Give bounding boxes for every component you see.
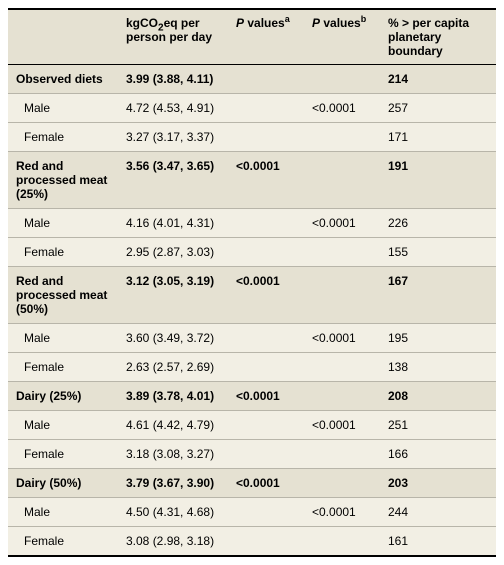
- cell-pval_a: [228, 94, 304, 123]
- cell-pval_b: [304, 152, 380, 209]
- cell-pval_b: [304, 65, 380, 94]
- table-row: Male4.72 (4.53, 4.91) <0.0001257: [8, 94, 496, 123]
- cell-pval_a: [228, 324, 304, 353]
- cell-kg: 2.63 (2.57, 2.69): [118, 353, 228, 382]
- cell-label: Male: [8, 411, 118, 440]
- cell-pct: 257: [380, 94, 496, 123]
- group-row: Red and processed meat (25%)3.56 (3.47, …: [8, 152, 496, 209]
- cell-pct: 203: [380, 469, 496, 498]
- group-row: Observed diets3.99 (3.88, 4.11) 214: [8, 65, 496, 94]
- cell-pval_a: [228, 498, 304, 527]
- cell-kg: 4.16 (4.01, 4.31): [118, 209, 228, 238]
- cell-kg: 4.61 (4.42, 4.79): [118, 411, 228, 440]
- cell-pval_a: <0.0001: [228, 469, 304, 498]
- cell-pval_b: <0.0001: [304, 498, 380, 527]
- cell-pval_b: [304, 527, 380, 557]
- cell-label: Male: [8, 209, 118, 238]
- cell-kg: 3.60 (3.49, 3.72): [118, 324, 228, 353]
- cell-pval_b: <0.0001: [304, 94, 380, 123]
- cell-pval_b: <0.0001: [304, 411, 380, 440]
- cell-pval_a: [228, 238, 304, 267]
- cell-kg: 3.79 (3.67, 3.90): [118, 469, 228, 498]
- cell-pval_a: [228, 123, 304, 152]
- cell-label: Female: [8, 440, 118, 469]
- cell-label: Red and processed meat (25%): [8, 152, 118, 209]
- cell-pval_b: [304, 469, 380, 498]
- cell-kg: 3.18 (3.08, 3.27): [118, 440, 228, 469]
- table-row: Female2.95 (2.87, 3.03) 155: [8, 238, 496, 267]
- cell-kg: 3.12 (3.05, 3.19): [118, 267, 228, 324]
- cell-kg: 3.56 (3.47, 3.65): [118, 152, 228, 209]
- col-header-pval-b: P valuesb: [304, 9, 380, 65]
- cell-label: Female: [8, 527, 118, 557]
- cell-pct: 251: [380, 411, 496, 440]
- cell-pct: 208: [380, 382, 496, 411]
- group-row: Dairy (50%)3.79 (3.67, 3.90)<0.0001 203: [8, 469, 496, 498]
- table-row: Male4.61 (4.42, 4.79) <0.0001251: [8, 411, 496, 440]
- cell-pct: 214: [380, 65, 496, 94]
- cell-label: Female: [8, 123, 118, 152]
- cell-pval_a: [228, 65, 304, 94]
- cell-label: Female: [8, 353, 118, 382]
- cell-pct: 155: [380, 238, 496, 267]
- group-row: Dairy (25%)3.89 (3.78, 4.01)<0.0001 208: [8, 382, 496, 411]
- col-header-label: [8, 9, 118, 65]
- cell-pval_a: [228, 527, 304, 557]
- table-body: Observed diets3.99 (3.88, 4.11)214Male4.…: [8, 65, 496, 557]
- col-header-pval-a: P valuesa: [228, 9, 304, 65]
- cell-label: Male: [8, 94, 118, 123]
- cell-pval_b: <0.0001: [304, 209, 380, 238]
- cell-label: Red and processed meat (50%): [8, 267, 118, 324]
- cell-pval_b: [304, 267, 380, 324]
- cell-pval_a: [228, 209, 304, 238]
- group-row: Red and processed meat (50%)3.12 (3.05, …: [8, 267, 496, 324]
- table-row: Male3.60 (3.49, 3.72) <0.0001195: [8, 324, 496, 353]
- cell-pval_a: <0.0001: [228, 382, 304, 411]
- cell-pct: 191: [380, 152, 496, 209]
- cell-kg: 2.95 (2.87, 3.03): [118, 238, 228, 267]
- cell-label: Male: [8, 324, 118, 353]
- cell-pval_a: [228, 411, 304, 440]
- cell-pct: 166: [380, 440, 496, 469]
- cell-pct: 195: [380, 324, 496, 353]
- table-row: Female2.63 (2.57, 2.69) 138: [8, 353, 496, 382]
- cell-kg: 4.72 (4.53, 4.91): [118, 94, 228, 123]
- cell-pval_b: [304, 238, 380, 267]
- cell-label: Female: [8, 238, 118, 267]
- cell-kg: 3.89 (3.78, 4.01): [118, 382, 228, 411]
- cell-pct: 161: [380, 527, 496, 557]
- cell-pct: 244: [380, 498, 496, 527]
- cell-label: Dairy (50%): [8, 469, 118, 498]
- col-header-pct: % > per capita planetary boundary: [380, 9, 496, 65]
- table-row: Male4.50 (4.31, 4.68) <0.0001244: [8, 498, 496, 527]
- cell-pval_b: <0.0001: [304, 324, 380, 353]
- cell-label: Male: [8, 498, 118, 527]
- cell-label: Observed diets: [8, 65, 118, 94]
- cell-label: Dairy (25%): [8, 382, 118, 411]
- cell-pval_b: [304, 123, 380, 152]
- table-row: Female3.18 (3.08, 3.27) 166: [8, 440, 496, 469]
- cell-pct: 226: [380, 209, 496, 238]
- cell-pval_a: [228, 353, 304, 382]
- cell-kg: 3.27 (3.17, 3.37): [118, 123, 228, 152]
- cell-kg: 4.50 (4.31, 4.68): [118, 498, 228, 527]
- cell-pval_a: [228, 440, 304, 469]
- emissions-table: kgCO2eq per person per day P valuesa P v…: [8, 8, 496, 557]
- cell-pct: 167: [380, 267, 496, 324]
- cell-pval_a: <0.0001: [228, 267, 304, 324]
- cell-kg: 3.99 (3.88, 4.11): [118, 65, 228, 94]
- table-row: Male4.16 (4.01, 4.31) <0.0001226: [8, 209, 496, 238]
- cell-pct: 138: [380, 353, 496, 382]
- cell-pval_b: [304, 440, 380, 469]
- header-row: kgCO2eq per person per day P valuesa P v…: [8, 9, 496, 65]
- cell-pval_b: [304, 353, 380, 382]
- cell-pval_b: [304, 382, 380, 411]
- cell-pval_a: <0.0001: [228, 152, 304, 209]
- cell-pct: 171: [380, 123, 496, 152]
- table-row: Female3.27 (3.17, 3.37) 171: [8, 123, 496, 152]
- cell-kg: 3.08 (2.98, 3.18): [118, 527, 228, 557]
- col-header-kg: kgCO2eq per person per day: [118, 9, 228, 65]
- table-row: Female3.08 (2.98, 3.18) 161: [8, 527, 496, 557]
